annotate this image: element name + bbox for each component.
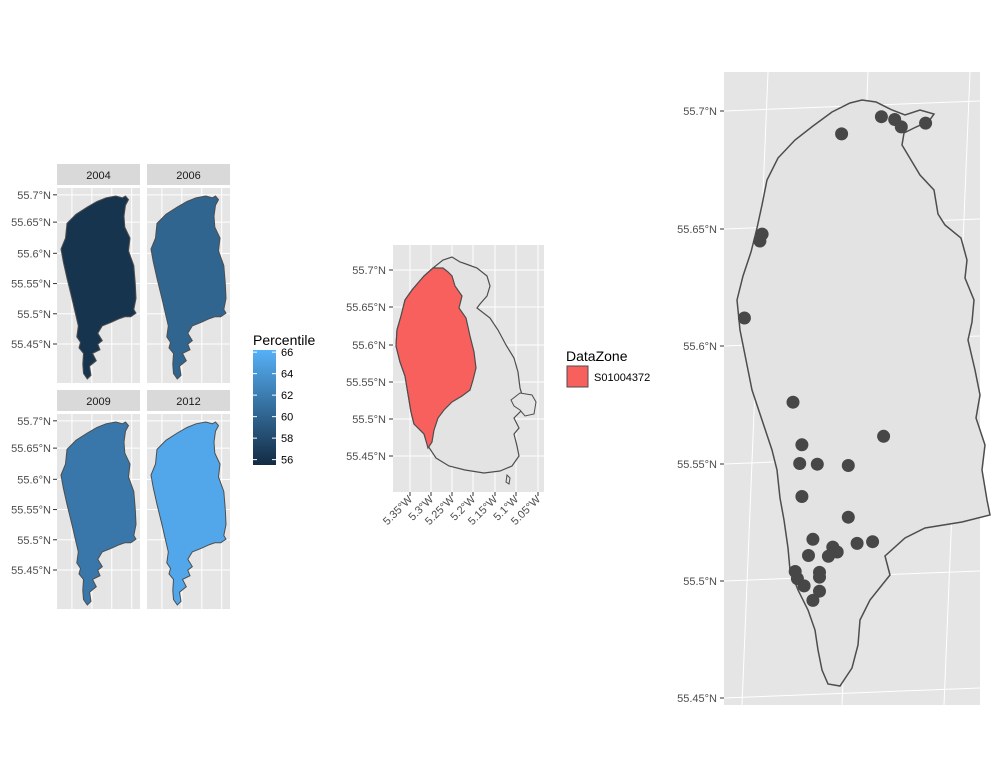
facet-lat-tick-label: 55.5°N xyxy=(17,535,51,547)
points-map-lat-ticks: 55.7°N 55.65°N 55.6°N 55.55°N 55.5°N 55.45°N xyxy=(677,106,724,705)
datazone-map-lon-ticks: 5.35°W5.3°W5.25°W5.2°W5.15°W5.1°W5.05°W xyxy=(381,492,544,528)
points-map-lat-tick-label: 55.6°N xyxy=(683,341,717,353)
facet-strip-label: 2004 xyxy=(86,170,110,182)
percentile-break-label: 60 xyxy=(281,412,293,424)
points-map-lat-tick-label: 55.65°N xyxy=(677,224,717,236)
map-point xyxy=(821,549,835,563)
points-map-lat-tick-label: 55.55°N xyxy=(677,459,717,471)
points-layer xyxy=(737,110,933,607)
facet-island xyxy=(150,195,227,380)
datazone-map-lat-tick-label: 55.6°N xyxy=(352,340,386,352)
map-point xyxy=(835,127,849,141)
map-point xyxy=(806,532,820,546)
percentile-break-label: 62 xyxy=(281,390,293,402)
percentile-legend-title: Percentile xyxy=(253,332,315,348)
facet-strip xyxy=(57,390,140,411)
map-point xyxy=(866,535,880,549)
map-point xyxy=(813,584,826,598)
map-point xyxy=(850,536,864,550)
map-point xyxy=(786,395,800,409)
facet-lat-tick-label: 55.55°N xyxy=(11,505,51,517)
facet-lat-tick-label: 55.65°N xyxy=(11,443,51,455)
points-map-island-outline xyxy=(736,99,991,687)
islet-outline xyxy=(505,473,511,485)
facet-strip xyxy=(147,390,230,411)
facet-panel-2012: 2012 xyxy=(147,390,230,609)
datazone-legend-title: DataZone xyxy=(566,348,628,364)
points-map-lat-tick-label: 55.5°N xyxy=(683,576,717,588)
map-point xyxy=(797,579,811,593)
facet-lat-tick-label: 55.7°N xyxy=(17,416,51,428)
datazone-polygon xyxy=(395,267,477,450)
map-point xyxy=(841,459,855,472)
points-map-lat-gridline xyxy=(724,687,980,699)
facet-panel-2006: 2006 xyxy=(147,164,230,383)
map-point xyxy=(874,110,888,124)
facet-strip xyxy=(147,164,230,185)
percentile-break-label: 64 xyxy=(281,369,293,381)
facet-lat-tick-label: 55.45°N xyxy=(11,339,51,351)
facet-lat-tick-label: 55.7°N xyxy=(17,190,51,202)
datazone-map-lat-tick-label: 55.55°N xyxy=(346,377,386,389)
facet-strip-label: 2012 xyxy=(176,396,200,408)
map-point xyxy=(841,510,855,524)
facet-strip-label: 2006 xyxy=(176,170,200,182)
map-point xyxy=(795,438,809,452)
map-point xyxy=(793,457,807,470)
facet-panel-2009: 2009 55.7°N 55.65°N 55.6°N 55.55°N 55.5°N 55.4… xyxy=(11,390,140,609)
percentile-legend: Percentile 66 64 62 60 58 56 xyxy=(253,332,315,467)
datazone-legend-key xyxy=(566,365,589,388)
percentile-breaks: 66 64 62 60 58 56 xyxy=(253,347,293,467)
facet-island xyxy=(60,421,137,606)
map-point xyxy=(919,116,933,130)
datazone-map-lat-tick-label: 55.7°N xyxy=(352,265,386,277)
facet-lat-tick-label: 55.45°N xyxy=(11,565,51,577)
facet-lat-tick-label: 55.55°N xyxy=(11,279,51,291)
datazone-legend: DataZone S01004372 xyxy=(566,348,650,388)
map-point xyxy=(806,593,820,607)
map-point xyxy=(753,234,767,248)
datazone-map-lat-ticks: 55.7°N 55.65°N 55.6°N 55.55°N 55.5°N 55.45°N xyxy=(346,265,393,463)
points-map-lat-tick-label: 55.7°N xyxy=(683,106,717,118)
facet-grid: 2004 55.7°N 55.65°N 55.6°N 55.55°N 55.5°N 55.4… xyxy=(11,164,230,609)
datazone-map-lat-tick-label: 55.45°N xyxy=(346,451,386,463)
facet-lat-tick-label: 55.6°N xyxy=(17,248,51,260)
points-map: 55.7°N 55.65°N 55.6°N 55.55°N 55.5°N 55.45°N xyxy=(677,72,991,705)
facet-island xyxy=(60,195,137,380)
map-point xyxy=(813,570,826,584)
map-point xyxy=(795,490,809,503)
datazone-map-lat-tick-label: 55.5°N xyxy=(352,414,386,426)
map-point xyxy=(737,311,751,325)
map-point xyxy=(802,549,815,562)
facet-lat-tick-label: 55.5°N xyxy=(17,309,51,321)
map-point xyxy=(894,120,908,134)
facet-strip xyxy=(57,164,140,185)
facet-lat-tick-label: 55.65°N xyxy=(11,217,51,229)
map-point xyxy=(877,429,891,443)
percentile-break-label: 58 xyxy=(281,433,293,445)
facet-island xyxy=(150,421,227,606)
datazone-legend-label: S01004372 xyxy=(594,372,650,384)
points-map-lat-tick-label: 55.45°N xyxy=(677,693,717,705)
facet-panel-2004: 2004 55.7°N 55.65°N 55.6°N 55.55°N 55.5°N 55.4… xyxy=(11,164,140,383)
percentile-break-label: 66 xyxy=(281,347,293,359)
datazone-map: 55.7°N55.65°N55.6°N55.55°N55.5°N55.45°N … xyxy=(346,245,544,528)
percentile-break-label: 56 xyxy=(281,455,293,467)
loch-outline xyxy=(510,392,537,417)
datazone-map-lat-tick-label: 55.65°N xyxy=(346,302,386,314)
facet-lat-tick-label: 55.6°N xyxy=(17,474,51,486)
facet-strip-label: 2009 xyxy=(86,396,110,408)
map-point xyxy=(810,457,824,471)
percentile-colorbar xyxy=(253,350,276,465)
